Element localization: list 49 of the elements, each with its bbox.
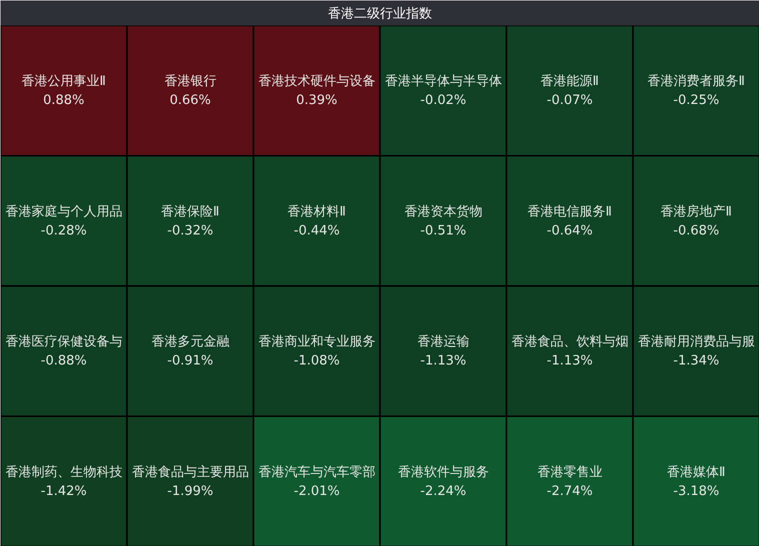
- data-label: -1.08%: [294, 354, 340, 369]
- category-label: 香港房地产Ⅱ: [660, 203, 732, 220]
- data-label: -0.91%: [167, 354, 214, 369]
- data-label: -0.64%: [546, 223, 593, 238]
- data-label: -1.13%: [420, 354, 466, 369]
- category-label: 香港商业和专业服务: [258, 334, 376, 350]
- data-label: -0.28%: [40, 223, 87, 238]
- category-label: 香港汽车与汽车零部: [258, 464, 376, 480]
- data-label: -1.42%: [40, 484, 87, 499]
- category-label: 香港公用事业Ⅱ: [22, 74, 106, 90]
- data-label: -0.44%: [294, 223, 340, 238]
- data-label: -2.24%: [420, 484, 466, 499]
- category-label: 香港食品、饮料与烟: [511, 334, 628, 350]
- text: 香港二级行业指数: [328, 6, 432, 22]
- data-label: -0.68%: [673, 223, 720, 238]
- data-label: -0.25%: [673, 93, 720, 108]
- category-label: 香港家庭与个人用品: [5, 203, 122, 220]
- data-label: -2.74%: [546, 484, 593, 499]
- category-label: 香港零售业: [537, 464, 602, 480]
- data-label: 0.66%: [170, 93, 211, 108]
- category-label: 香港资本货物: [404, 204, 482, 220]
- data-label: 0.39%: [296, 93, 338, 108]
- category-label: 香港银行: [164, 74, 216, 90]
- category-label: 香港材料Ⅱ: [288, 204, 346, 220]
- category-label: 香港电信服务Ⅱ: [528, 204, 612, 220]
- data-label: -1.34%: [673, 354, 720, 369]
- category-label: 香港软件与服务: [398, 464, 489, 480]
- data-label: -0.32%: [167, 223, 214, 238]
- data-label: -0.07%: [546, 93, 593, 108]
- category-label: 香港保险Ⅱ: [161, 204, 220, 220]
- category-label: 香港多元金融: [151, 334, 230, 350]
- category-label: 香港消费者服务Ⅱ: [648, 74, 745, 90]
- data-label: -1.13%: [546, 354, 593, 369]
- category-label: 香港运输: [417, 334, 470, 350]
- data-label: 0.88%: [43, 93, 84, 108]
- data-label: -0.88%: [40, 354, 87, 369]
- category-label: 香港制药、生物科技: [5, 464, 122, 480]
- data-label: -0.02%: [420, 93, 466, 108]
- category-label: 香港媒体Ⅱ: [667, 464, 726, 480]
- category-label: 香港食品与主要用品: [132, 464, 249, 480]
- category-label: 香港半导体与半导体: [384, 74, 502, 90]
- data-label: -1.99%: [167, 484, 214, 499]
- category-label: 香港技术硬件与设备: [258, 74, 376, 90]
- data-label: -0.51%: [420, 223, 466, 238]
- data-label: -2.01%: [294, 484, 340, 499]
- category-label: 香港能源Ⅱ: [540, 74, 599, 90]
- category-label: 香港耐用消费品与服: [638, 334, 755, 350]
- data-label: -3.18%: [673, 484, 720, 499]
- category-label: 香港医疗保健设备与: [5, 334, 122, 350]
